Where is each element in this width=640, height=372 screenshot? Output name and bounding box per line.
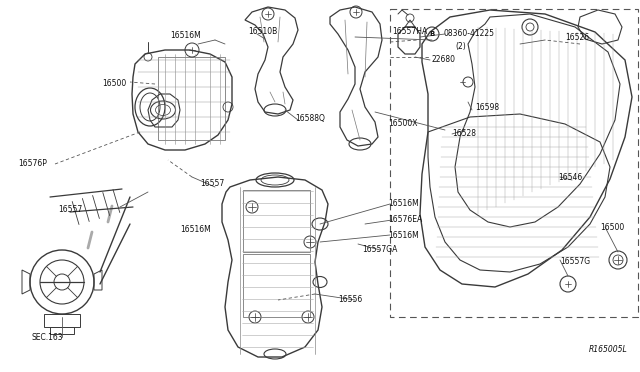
Text: 16556: 16556 bbox=[338, 295, 362, 305]
Text: 16557: 16557 bbox=[200, 180, 224, 189]
Text: SEC.163: SEC.163 bbox=[32, 333, 63, 341]
Text: B: B bbox=[429, 31, 435, 37]
Text: 16500X: 16500X bbox=[388, 119, 417, 128]
Text: 16557HA: 16557HA bbox=[392, 28, 428, 36]
Text: 16526: 16526 bbox=[565, 32, 589, 42]
Text: 16500: 16500 bbox=[600, 222, 624, 231]
Text: 22680: 22680 bbox=[432, 55, 456, 64]
Text: 16528: 16528 bbox=[452, 129, 476, 138]
Text: 16576P: 16576P bbox=[18, 160, 47, 169]
Text: 16546: 16546 bbox=[558, 173, 582, 182]
Text: (2): (2) bbox=[455, 42, 466, 51]
Text: 16557GA: 16557GA bbox=[362, 246, 397, 254]
Text: R165005L: R165005L bbox=[589, 345, 628, 354]
Text: 16500: 16500 bbox=[102, 80, 126, 89]
Text: 16516M: 16516M bbox=[388, 199, 419, 208]
Text: 16576EA: 16576EA bbox=[388, 215, 422, 224]
Text: 16516M: 16516M bbox=[170, 32, 201, 41]
Text: 08360-41225: 08360-41225 bbox=[443, 29, 494, 38]
Text: 16516M: 16516M bbox=[388, 231, 419, 240]
Text: 16588Q: 16588Q bbox=[295, 115, 325, 124]
Text: 16557G: 16557G bbox=[560, 257, 590, 266]
Text: 16557: 16557 bbox=[58, 205, 83, 215]
Text: 16510B: 16510B bbox=[248, 28, 277, 36]
Text: 16516M: 16516M bbox=[180, 225, 211, 234]
Text: 16598: 16598 bbox=[475, 103, 499, 112]
